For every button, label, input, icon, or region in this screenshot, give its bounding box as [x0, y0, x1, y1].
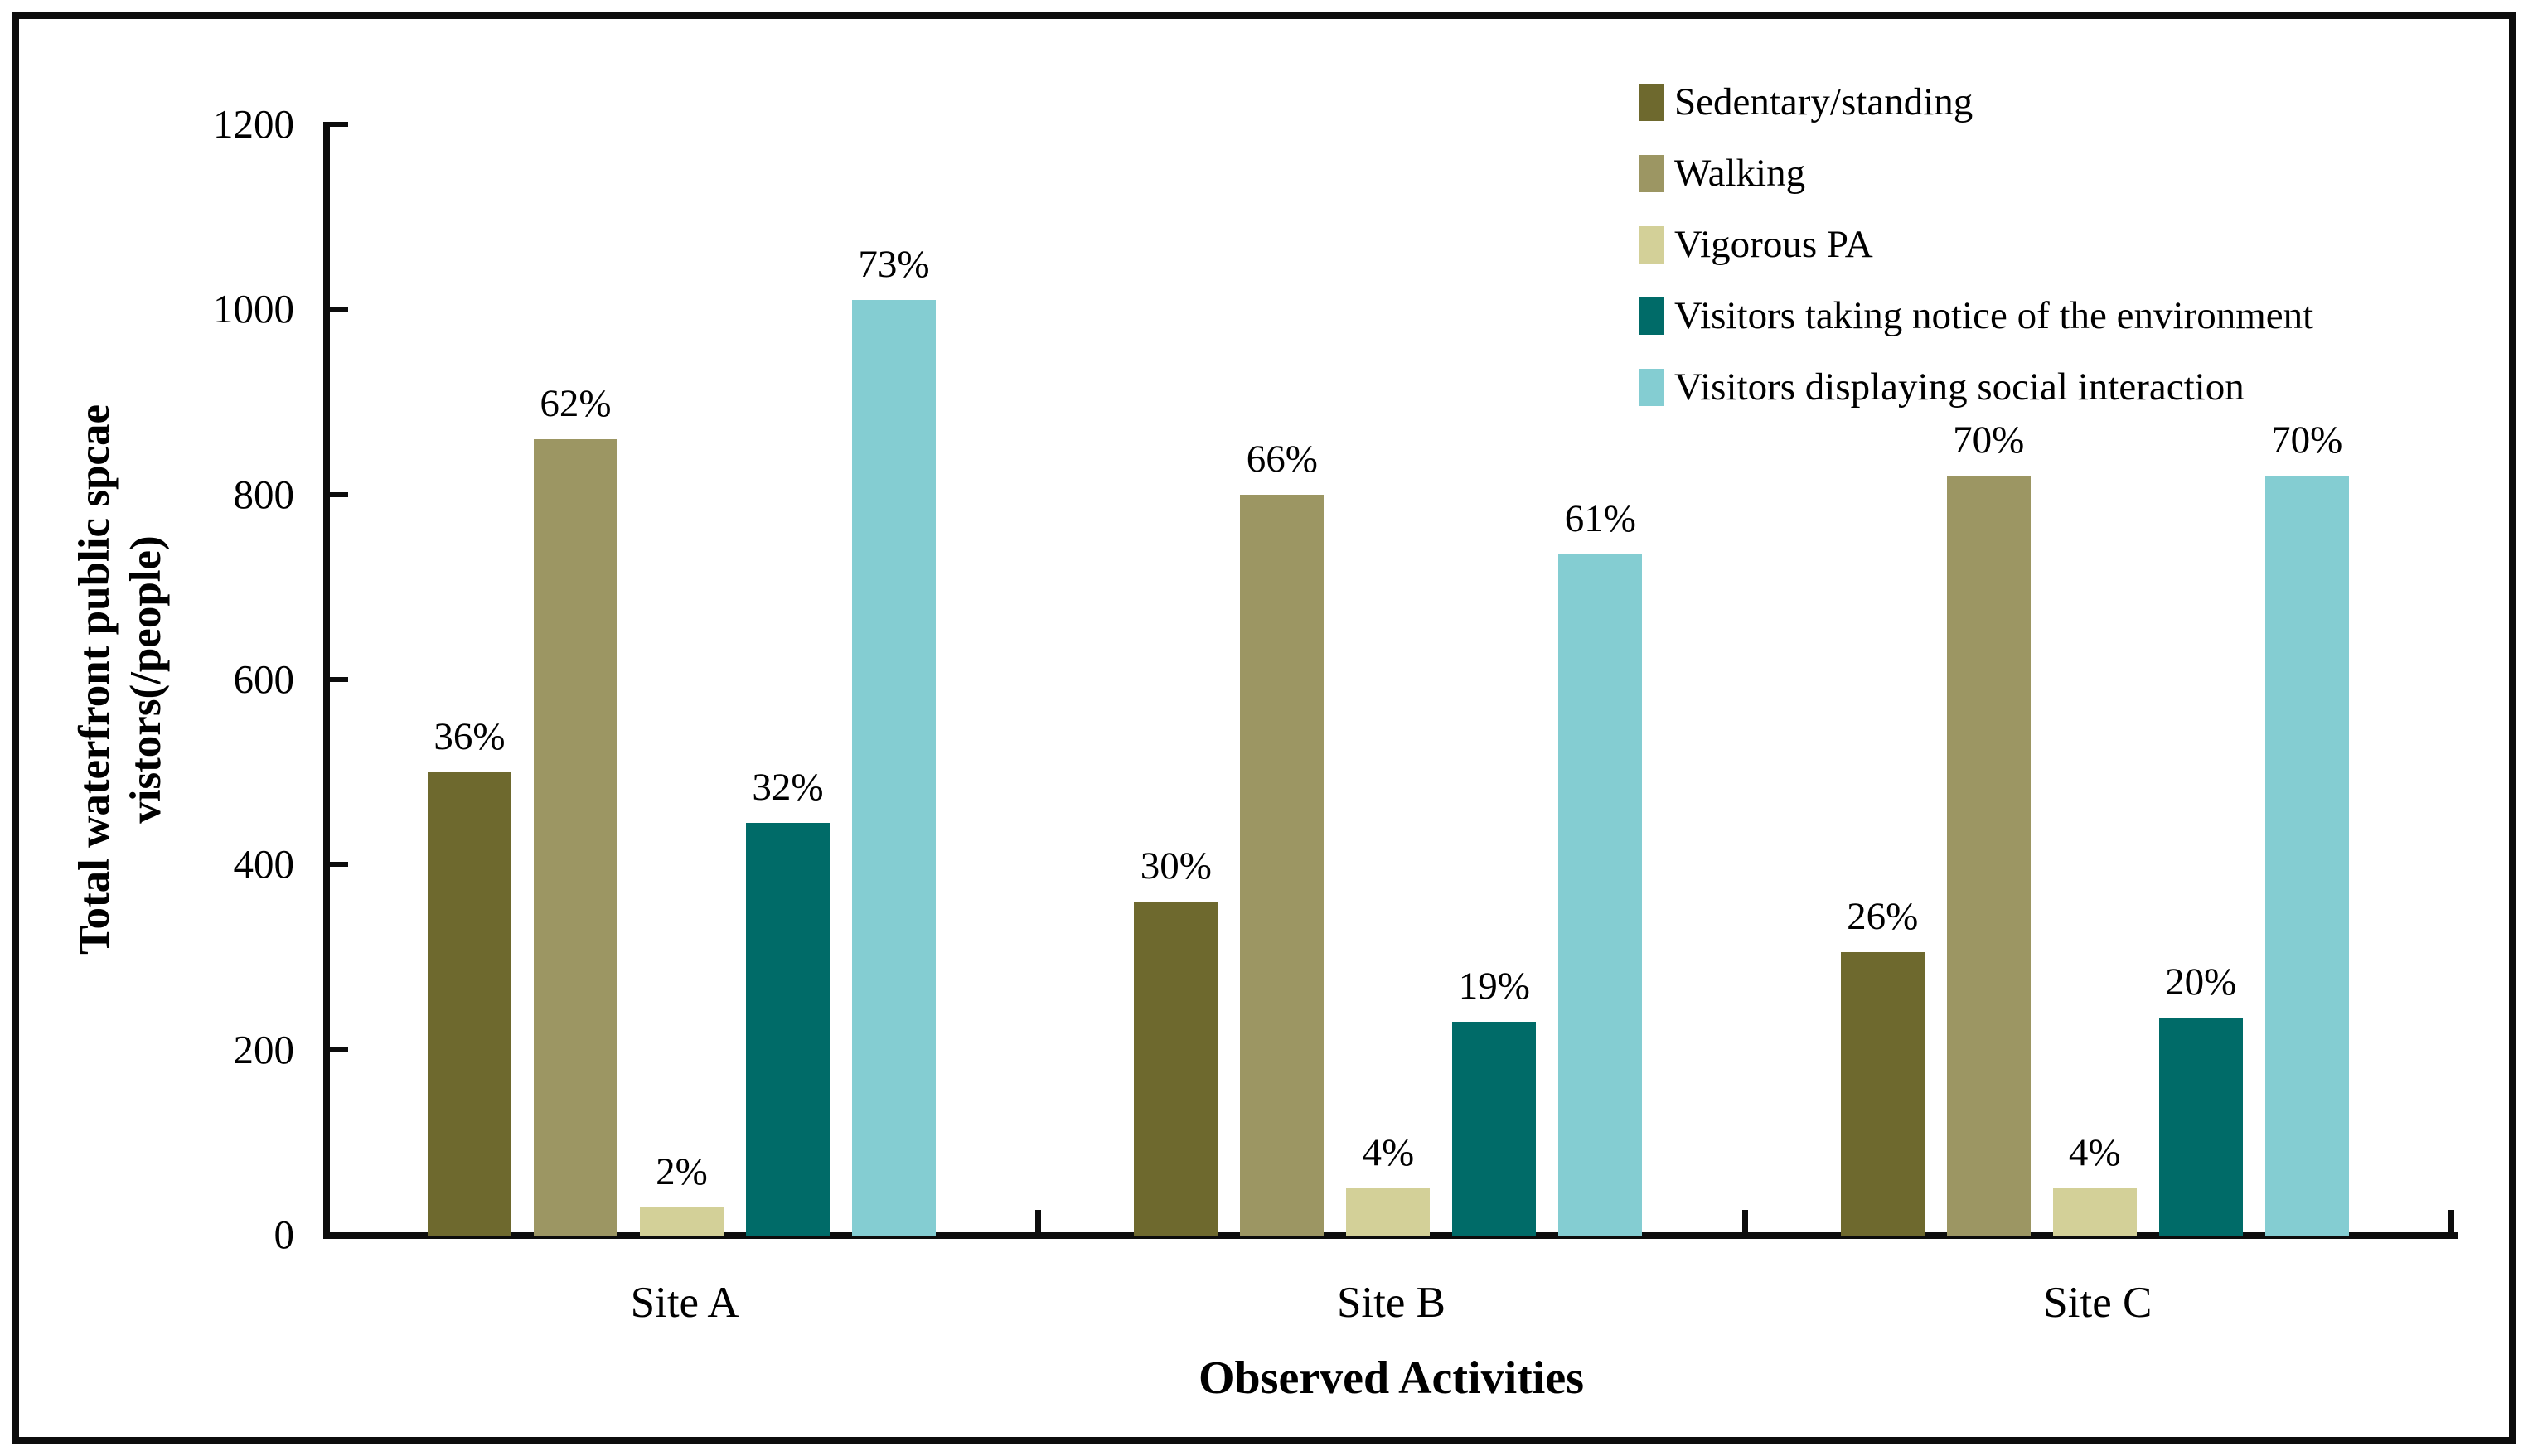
y-axis-line	[323, 122, 330, 1239]
bar	[1452, 1022, 1537, 1236]
y-tick	[330, 1047, 348, 1052]
bar-value-label: 62%	[540, 381, 612, 425]
bar-value-label: 2%	[656, 1149, 708, 1193]
legend-label: Vigorous PA	[1674, 223, 1873, 266]
bar-value-label: 61%	[1564, 497, 1636, 541]
y-tick	[330, 491, 348, 497]
legend-swatch	[1639, 83, 1664, 121]
legend-swatch	[1639, 225, 1664, 264]
bar-value-label: 66%	[1246, 437, 1318, 481]
legend-label: Walking	[1674, 152, 1806, 195]
x-axis-title: Observed Activities	[1198, 1352, 1585, 1404]
x-axis-line	[323, 1232, 2458, 1239]
bar-value-label: 30%	[1140, 844, 1212, 888]
x-tick	[1741, 1210, 1748, 1232]
bar	[1946, 476, 2031, 1236]
bar-value-label: 70%	[2271, 418, 2343, 462]
bar	[1134, 902, 1218, 1236]
y-tick-label: 1000	[213, 286, 294, 332]
x-tick	[1035, 1210, 1042, 1232]
legend-label: Visitors taking notice of the environmen…	[1674, 294, 2314, 337]
legend-item: Sedentary/standing	[1639, 66, 2313, 138]
bar-value-label: 19%	[1458, 965, 1530, 1009]
bar-value-label: 70%	[1953, 418, 2025, 462]
y-tick-label: 600	[233, 656, 295, 702]
legend-item: Visitors taking notice of the environmen…	[1639, 280, 2313, 351]
bar	[1840, 952, 1925, 1236]
y-tick-label: 400	[233, 841, 295, 888]
y-axis-title-line1: Total waterfront public spcae	[70, 404, 119, 955]
bar	[640, 1207, 724, 1236]
legend-item: Vigorous PA	[1639, 209, 2313, 280]
bar	[1558, 554, 1643, 1236]
bar	[2052, 1188, 2137, 1236]
legend-label: Visitors displaying social interaction	[1674, 365, 2245, 409]
bar	[428, 772, 511, 1236]
bar-value-label: 73%	[858, 243, 930, 287]
x-category-label: Site A	[630, 1279, 739, 1327]
bar	[534, 438, 617, 1236]
bar	[746, 823, 830, 1236]
x-category-label: Site C	[2043, 1279, 2153, 1327]
legend-item: Visitors displaying social interaction	[1639, 351, 2313, 423]
y-tick	[330, 677, 348, 682]
bar-value-label: 32%	[752, 766, 824, 810]
legend-item: Walking	[1639, 138, 2313, 209]
legend: Sedentary/standing Walking Vigorous PA Visi…	[1639, 66, 2313, 423]
legend-swatch	[1639, 368, 1664, 406]
legend-swatch	[1639, 297, 1664, 335]
bar-value-label: 4%	[1362, 1131, 1415, 1175]
y-tick	[330, 307, 348, 312]
y-tick-label: 0	[274, 1212, 295, 1257]
y-tick-label: 200	[233, 1026, 295, 1072]
legend-label: Sedentary/standing	[1674, 80, 1973, 123]
y-tick	[330, 122, 348, 127]
y-tick-label: 800	[233, 471, 295, 517]
bar-value-label: 36%	[433, 714, 506, 758]
bar-value-label: 26%	[1847, 895, 1919, 939]
x-tick	[2448, 1210, 2454, 1232]
bar-value-label: 4%	[2068, 1131, 2121, 1175]
y-tick-label: 1200	[213, 101, 294, 147]
bar-value-label: 20%	[2165, 960, 2237, 1004]
legend-swatch	[1639, 154, 1664, 192]
y-tick	[330, 862, 348, 868]
bar	[2264, 476, 2349, 1236]
bar	[852, 300, 936, 1236]
bar	[1240, 494, 1325, 1236]
bar	[2158, 1017, 2243, 1236]
x-category-label: Site B	[1336, 1279, 1446, 1327]
bar	[1346, 1188, 1431, 1236]
